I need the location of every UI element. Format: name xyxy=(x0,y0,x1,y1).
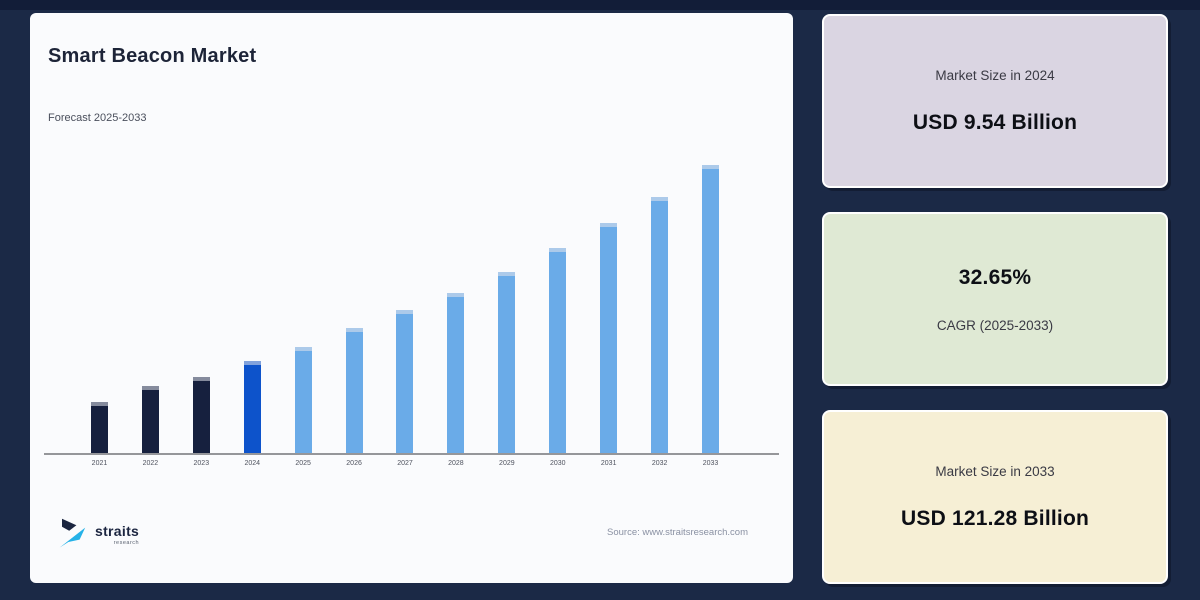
bar-column-2032 xyxy=(634,143,685,453)
card-value: USD 9.54 Billion xyxy=(912,110,1078,134)
bar-2031 xyxy=(600,223,618,453)
bar-column-2031 xyxy=(583,143,634,453)
bar-2032 xyxy=(651,197,669,453)
bar-2033 xyxy=(702,165,720,453)
card-label: Market Size in 2024 xyxy=(935,67,1055,83)
bar-column-2028 xyxy=(430,143,481,453)
x-tick-label-2030: 2030 xyxy=(549,460,566,467)
bar-2029 xyxy=(498,272,516,453)
logo-subtitle: research xyxy=(113,539,140,546)
logo-arrow-icon xyxy=(59,518,86,548)
x-tick-label-2028: 2028 xyxy=(448,460,464,467)
bar-column-2029 xyxy=(481,143,532,453)
logo-name: straits xyxy=(95,522,140,539)
straits-research-logo: straits research xyxy=(58,517,139,551)
bar-2026 xyxy=(345,328,363,453)
bar-2028 xyxy=(447,293,465,453)
card-value: 32.65% xyxy=(958,265,1032,289)
x-tick-label-2032: 2032 xyxy=(651,460,668,467)
x-tick-label-2021: 2021 xyxy=(91,460,108,467)
chart-subtitle: Forecast 2025-2033 xyxy=(48,112,147,124)
x-tick-label-2022: 2022 xyxy=(142,460,159,467)
x-tick-label-2031: 2031 xyxy=(600,460,617,467)
card-cagr: 32.65% CAGR (2025-2033) xyxy=(822,212,1168,386)
bar-2023 xyxy=(192,377,210,453)
bar-column-2030 xyxy=(532,143,583,453)
bar-column-2022 xyxy=(125,143,176,453)
source-note: Source: www.straitsresearch.com xyxy=(607,527,748,538)
card-label: Market Size in 2033 xyxy=(935,463,1055,479)
card-label: CAGR (2025-2033) xyxy=(936,317,1054,333)
bar-chart xyxy=(74,143,736,453)
bar-column-2026 xyxy=(329,143,380,453)
bar-column-2021 xyxy=(74,143,125,453)
logo-text: straits research xyxy=(95,523,139,546)
bar-2027 xyxy=(396,310,414,453)
bar-column-2023 xyxy=(176,143,227,453)
bar-column-2024 xyxy=(227,143,278,453)
bar-2022 xyxy=(141,386,159,453)
card-market-size-2024: Market Size in 2024 USD 9.54 Billion xyxy=(822,14,1168,188)
x-tick-label-2029: 2029 xyxy=(499,460,515,467)
card-value: USD 121.28 Billion xyxy=(901,506,1089,530)
bar-column-2027 xyxy=(380,143,431,453)
bar-2021 xyxy=(90,402,108,453)
chart-panel: Smart Beacon Market Forecast 2025-2033 2… xyxy=(30,13,793,583)
bar-column-2033 xyxy=(685,143,736,453)
x-tick-label-2027: 2027 xyxy=(397,460,413,467)
bar-2030 xyxy=(549,248,567,453)
bar-2025 xyxy=(294,347,312,453)
x-axis-ticks: 2021 2022 2023 2024 2025 2026 2027 2028 2029 2030… xyxy=(74,460,736,467)
x-tick-label-2023: 2023 xyxy=(193,460,210,467)
bar-2024 xyxy=(243,361,261,453)
x-tick-label-2026: 2026 xyxy=(346,460,362,467)
x-tick-label-2025: 2025 xyxy=(295,460,311,467)
bar-column-2025 xyxy=(278,143,329,453)
page-title: Smart Beacon Market xyxy=(48,45,257,67)
x-tick-label-2024: 2024 xyxy=(244,460,261,467)
x-axis-line xyxy=(44,453,779,455)
x-tick-label-2033: 2033 xyxy=(702,460,719,467)
top-edge-shading xyxy=(0,0,1200,10)
card-market-size-2033: Market Size in 2033 USD 121.28 Billion xyxy=(822,410,1168,584)
